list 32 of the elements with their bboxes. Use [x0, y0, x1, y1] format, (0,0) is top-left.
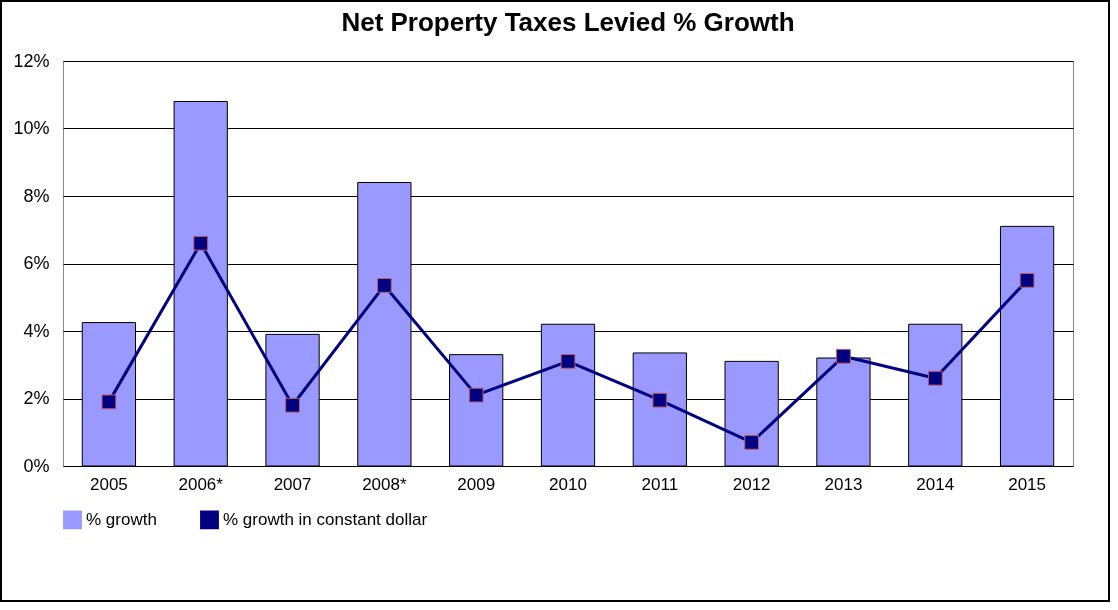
point — [193, 235, 209, 251]
x-tick-label: 2006* — [178, 474, 224, 494]
point — [836, 348, 851, 364]
point — [927, 370, 943, 386]
point — [376, 278, 392, 293]
point — [652, 392, 668, 408]
y-tick-label: 4% — [23, 320, 50, 341]
point — [101, 394, 117, 410]
x-tick-label: 2012 — [732, 474, 771, 494]
chart-title: Net Property Taxes Levied % Growth — [341, 7, 795, 37]
point — [744, 434, 760, 450]
x-tick-label: 2009 — [457, 474, 496, 494]
x-tick-label: 2007 — [273, 474, 312, 494]
legend-label: % growth in constant dollar — [223, 509, 428, 529]
x-tick-label: 2010 — [549, 474, 587, 494]
x-tick-label: 2015 — [1008, 474, 1046, 494]
x-tick-label: 2008* — [362, 474, 407, 494]
y-tick-label: 8% — [23, 185, 50, 206]
y-tick-label: 10% — [13, 118, 50, 138]
y-tick-label: 0% — [23, 455, 50, 476]
point — [1019, 272, 1035, 288]
point — [285, 397, 300, 413]
x-tick-label: 2014 — [916, 474, 955, 494]
x-tick-label: 2011 — [641, 474, 679, 494]
x-tick-label: 2013 — [824, 474, 863, 494]
point — [468, 387, 484, 403]
y-tick-label: 2% — [23, 388, 50, 408]
y-tick-label: 6% — [23, 253, 50, 273]
y-tick-label: 12% — [13, 50, 50, 71]
legend-label: % growth — [86, 509, 157, 529]
x-tick-label: 2005 — [90, 474, 128, 494]
point — [560, 353, 576, 369]
